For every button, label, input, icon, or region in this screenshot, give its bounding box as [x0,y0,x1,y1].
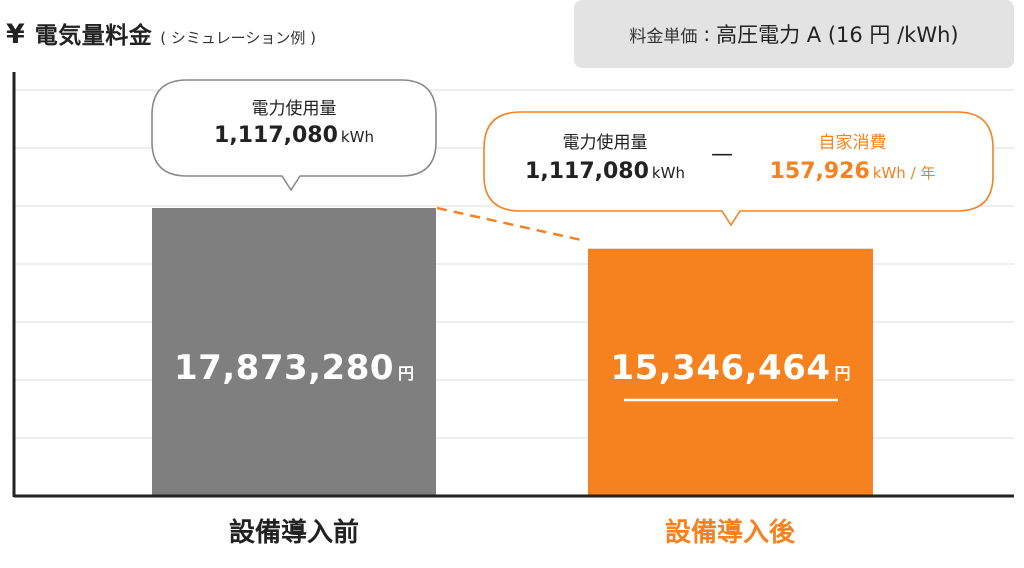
unit-price-box: 料金単価 : 高圧電力 A (16 円 /kWh) [574,0,1014,68]
bubble-after-self-value: 157,926 [769,159,870,184]
bar-value-before: 17,873,280 円 [152,348,436,388]
bubble-after-usage: 電力使用量 1,117,080 kWh [510,128,700,184]
bar-value-after-number: 15,346,464 [610,348,831,388]
category-label-after: 設備導入後 [664,518,795,548]
bar-before [152,208,436,496]
bar-after [588,248,873,496]
chart-title: ¥ 電気量料金 ( シミュレーション例 ) [6,16,316,52]
bubble-before-unit: kWh [340,128,374,146]
bar-value-before-unit: 円 [398,364,415,383]
bubble-after-usage-label: 電力使用量 [562,133,648,153]
category-label-before: 設備導入前 [228,518,359,548]
bar-value-after: 15,346,464 円 [588,348,873,388]
title-main: 電気量料金 [34,23,153,49]
bubble-after-self: 自家消費 157,926 kWh / 年 [745,128,960,184]
bubble-after-usage-value: 1,117,080 [525,159,649,184]
bubble-after-self-label: 自家消費 [818,133,887,153]
bubble-after-usage-unit: kWh [651,164,685,182]
bubble-after-self-unit: kWh / 年 [872,164,936,182]
bar-value-after-unit: 円 [834,364,851,383]
title-sub: ( シミュレーション例 ) [160,29,316,47]
yen-icon: ¥ [6,19,25,50]
reduction-dashed-line [436,206,587,243]
price-value: 高圧電力 A (16 円 /kWh) [716,23,959,47]
bar-value-before-number: 17,873,280 [173,348,395,388]
price-colon: : [703,22,711,46]
bubble-before-label: 電力使用量 [251,99,337,119]
bubble-before-shape [151,79,437,192]
bubble-before: 電力使用量 1,117,080 kWh [152,94,436,148]
bubble-after-shape [483,111,994,227]
minus-sign: — [711,142,733,167]
bubble-before-value: 1,117,080 [214,123,338,148]
price-label: 料金単価 [629,26,698,47]
